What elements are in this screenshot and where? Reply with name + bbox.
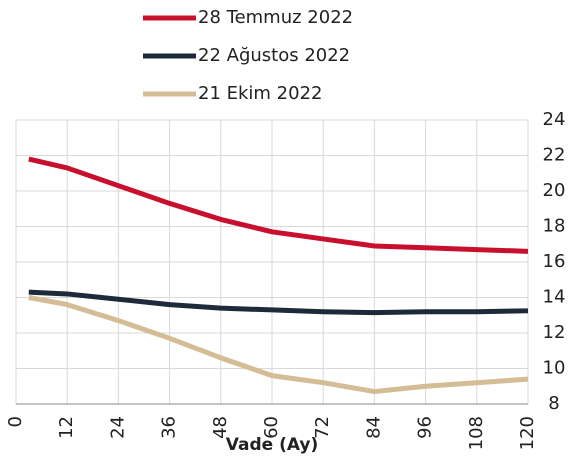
x-tick-label: 48	[210, 416, 231, 439]
x-tick-label: 96	[415, 416, 436, 439]
x-tick-label: 108	[466, 416, 487, 450]
y-tick-label: 22	[543, 145, 566, 166]
line-series	[28, 295, 529, 395]
legend-label: 28 Temmuz 2022	[198, 7, 353, 28]
y-tick-label: 16	[543, 251, 566, 272]
x-tick-label: 120	[517, 416, 538, 450]
x-tick-label: 60	[261, 416, 282, 439]
x-tick-label: 24	[107, 416, 128, 439]
y-tick-label: 14	[543, 287, 566, 308]
x-tick-label: 12	[56, 416, 77, 439]
y-tick-label: 24	[543, 109, 566, 130]
x-tick-label: 0	[5, 416, 26, 427]
line-series	[28, 156, 529, 254]
x-tick-label: 72	[312, 416, 333, 439]
y-tick-label: 10	[543, 358, 566, 379]
line-series	[28, 289, 529, 316]
x-axis-title: Vade (Ay)	[226, 435, 319, 455]
legend-label: 22 Ağustos 2022	[198, 45, 350, 66]
x-tick-label: 84	[363, 416, 384, 439]
x-tick-label: 36	[159, 416, 180, 439]
y-tick-label: 12	[543, 322, 566, 343]
y-tick-label: 8	[548, 393, 559, 414]
y-tick-label: 20	[543, 180, 566, 201]
legend-label: 21 Ekim 2022	[198, 83, 323, 104]
y-tick-label: 18	[543, 216, 566, 237]
